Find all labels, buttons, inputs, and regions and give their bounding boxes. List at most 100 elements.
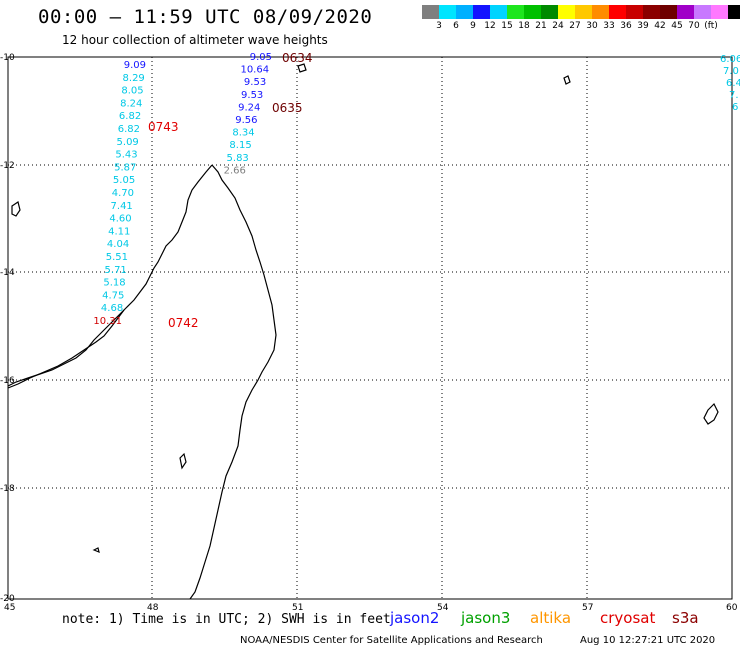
track-left-value: 5.87 <box>114 162 136 173</box>
track-left-value: 5.71 <box>105 265 127 276</box>
track-left-value: 4.68 <box>101 303 123 314</box>
legend-tick: 3 <box>436 21 442 31</box>
islet-west <box>92 547 100 553</box>
legend-swatch <box>422 5 439 19</box>
legend-swatch <box>643 5 660 19</box>
legend-swatch <box>592 5 609 19</box>
lon-label-45: 45 <box>4 603 15 613</box>
track-mid-value: 10.64 <box>240 65 269 76</box>
track-mid-value: 9.53 <box>244 77 266 88</box>
satellite-s3a: s3a <box>672 609 699 627</box>
legend-tick: 12 <box>484 21 496 31</box>
legend-swatch <box>490 5 507 19</box>
track-mid-value: 8.15 <box>229 140 251 151</box>
satellite-jason2: jason2 <box>390 609 440 627</box>
track-right-value: 6.4 <box>726 78 740 89</box>
mayotte-island <box>179 452 187 470</box>
page-subtitle: 12 hour collection of altimeter wave hei… <box>62 33 328 47</box>
madagascar-west-coast <box>7 164 213 387</box>
lat-label-12: -12 <box>0 161 15 171</box>
track-left-value: 4.70 <box>112 188 134 199</box>
track-right-value: 6.06 <box>720 54 740 65</box>
lon-label-60: 60 <box>726 603 738 613</box>
track-mid-value: 9.53 <box>241 90 263 101</box>
satellite-cryosat: cryosat <box>600 609 656 627</box>
track-right-value: 6 <box>732 102 738 113</box>
lat-label-20: -20 <box>0 594 15 604</box>
page-title: 00:00 – 11:59 UTC 08/09/2020 <box>38 6 373 28</box>
comoros-island <box>11 201 21 217</box>
reunion-island <box>703 402 719 425</box>
track-mid-value: 9.56 <box>235 115 257 126</box>
satellite-jason3: jason3 <box>461 609 511 627</box>
track-left-value: 5.43 <box>115 150 137 161</box>
legend-ticks: 3 6 9 12 15 18 21 24 27 30 33 36 39 42 45 70 (ft) <box>422 19 740 31</box>
legend-tick: 9 <box>470 21 476 31</box>
track-left: 9.09 8.29 8.058.24 6.82 6.82 5.09 5.435.87 5.05… <box>93 60 146 327</box>
lon-label-54: 54 <box>437 603 449 613</box>
track-mid: 9.0510.649.539.539.249.568.348.155.832.6… <box>224 52 272 176</box>
legend-swatch <box>694 5 711 19</box>
lon-label-57: 57 <box>582 603 593 613</box>
track-left-value: 7.41 <box>111 201 133 212</box>
track-left-value: 4.75 <box>102 290 124 301</box>
legend-tick: 18 <box>518 21 530 31</box>
lon-label-48: 48 <box>147 603 159 613</box>
legend-swatch <box>677 5 694 19</box>
track-left-value: 4.60 <box>109 214 131 225</box>
track-left-value: 5.05 <box>113 175 135 186</box>
track-left-value: 4.04 <box>107 239 129 250</box>
legend-swatches <box>422 5 740 19</box>
legend-tick: 42 <box>654 21 666 31</box>
legend-swatch <box>507 5 524 19</box>
track-left-value: 9.09 <box>124 60 146 71</box>
legend-swatch <box>711 5 728 19</box>
track-mid-value: 8.34 <box>232 128 254 139</box>
legend-tick: 70 <box>688 21 700 31</box>
legend-tick: 24 <box>552 21 564 31</box>
map-note: note: 1) Time is in UTC; 2) SWH is in fe… <box>62 612 391 627</box>
track-left-value: 4.11 <box>108 226 130 237</box>
legend-tick: 21 <box>535 21 547 31</box>
track-left-value: 6.82 <box>119 111 141 122</box>
islet-north <box>297 63 307 73</box>
track-left-value: 5.09 <box>117 137 139 148</box>
legend-swatch <box>575 5 592 19</box>
footer-credit: NOAA/NESDIS Center for Satellite Applica… <box>240 635 543 646</box>
legend-tick: 45 <box>671 21 683 31</box>
track-left-value: 5.18 <box>103 278 125 289</box>
legend-tick: 27 <box>569 21 581 31</box>
track-times: 0634 0635 0743 0742 <box>148 51 313 330</box>
track-mid-value: 5.83 <box>227 153 249 164</box>
legend-tick: 15 <box>501 21 513 31</box>
legend-tick: 33 <box>603 21 615 31</box>
axis-labels: -10 -12 -14 -16 -18 -20 45 48 51 54 57 6… <box>0 53 738 613</box>
madagascar-coastline <box>189 164 277 600</box>
track-mid-value: 9.24 <box>238 102 260 113</box>
legend-swatch <box>728 5 740 19</box>
track-mid-value: 9.05 <box>250 52 272 63</box>
lat-label-18: -18 <box>0 484 15 494</box>
lat-label-14: -14 <box>0 268 15 278</box>
legend-swatch <box>609 5 626 19</box>
lat-label-16: -16 <box>0 376 15 386</box>
map-frame <box>7 56 733 600</box>
track-left-value: 8.24 <box>120 98 142 109</box>
legend-swatch <box>541 5 558 19</box>
legend-tick: (ft) <box>704 21 718 31</box>
track-time-label: 0743 <box>148 120 179 134</box>
track-time-label: 0634 <box>282 51 313 65</box>
coastlines <box>7 63 719 600</box>
seychelles-islet <box>563 75 571 85</box>
legend-swatch <box>439 5 456 19</box>
legend-swatch <box>626 5 643 19</box>
footer-timestamp: Aug 10 12:27:21 UTC 2020 <box>580 635 716 646</box>
track-right-value: 7. <box>729 90 739 101</box>
lat-label-10: -10 <box>0 53 15 63</box>
track-left-value: 5.51 <box>106 252 128 263</box>
legend-tick: 6 <box>453 21 459 31</box>
lon-label-51: 51 <box>292 603 303 613</box>
track-time-label: 0742 <box>168 316 199 330</box>
grid-lines <box>8 57 732 599</box>
mozambique-coast <box>7 309 125 389</box>
